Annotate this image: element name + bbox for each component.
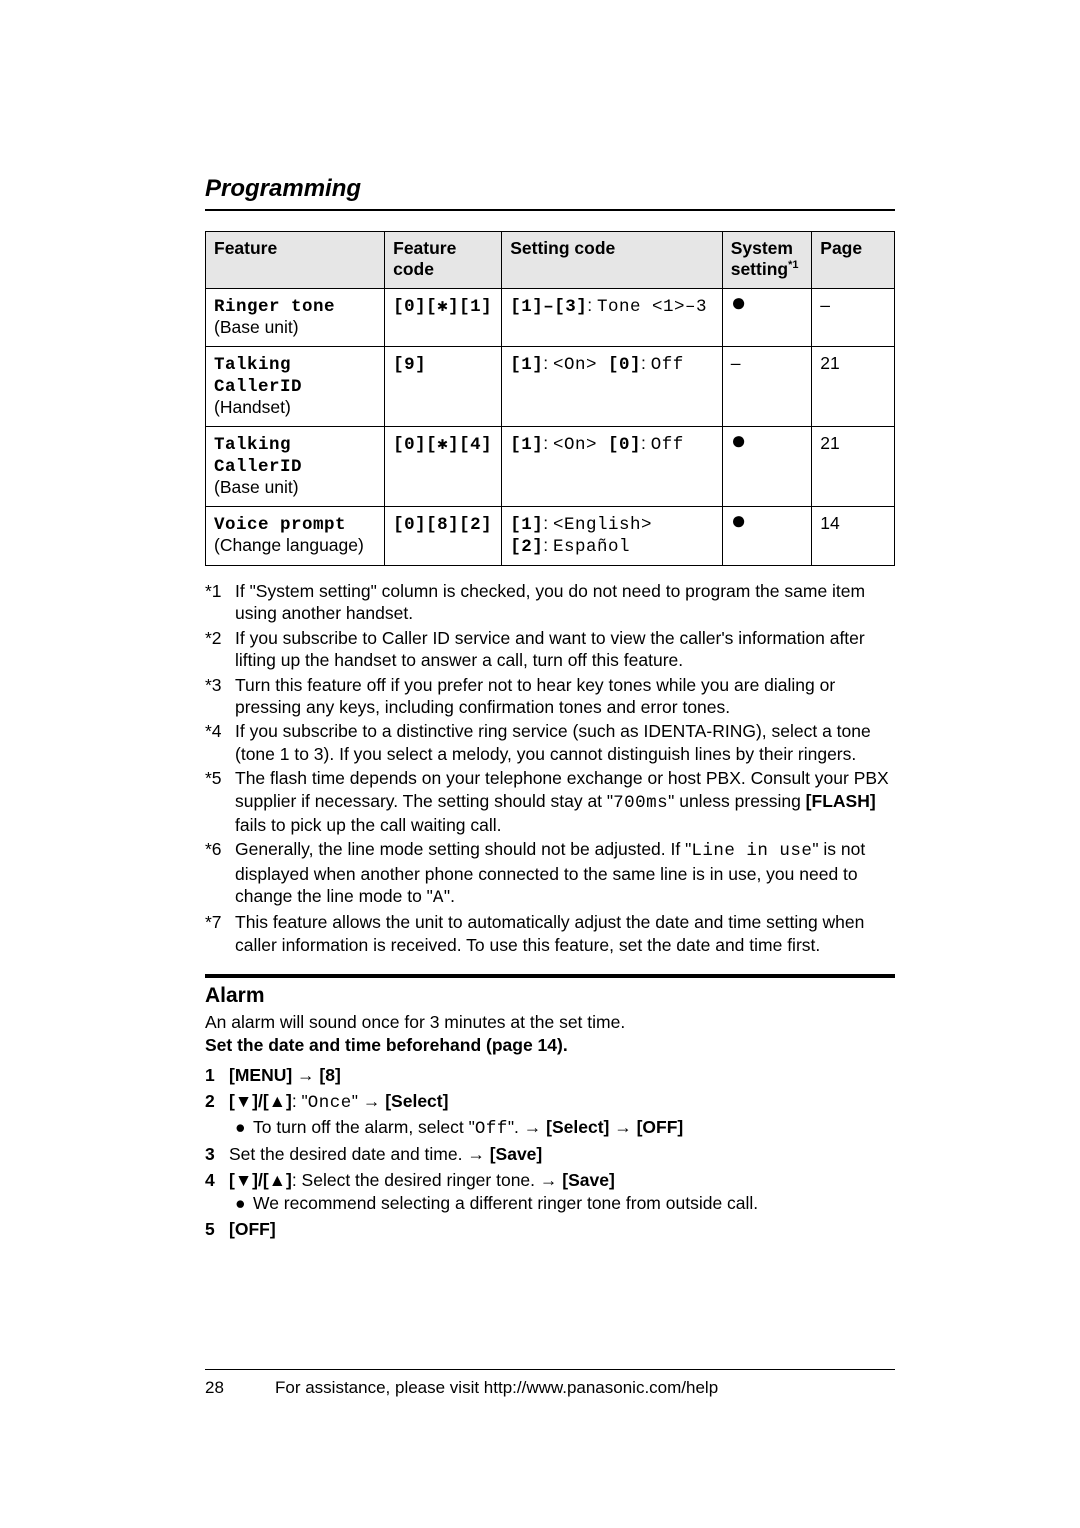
substep: ●We recommend selecting a different ring… [229, 1192, 895, 1216]
th-page: Page [812, 232, 895, 289]
footnote: *6Generally, the line mode setting shoul… [205, 838, 895, 909]
divider [205, 977, 895, 978]
step: 4 [▼]/[▲]: Select the desired ringer ton… [205, 1169, 895, 1216]
th-setting: Setting code [502, 232, 722, 289]
substep: ●To turn off the alarm, select "Off". → … [229, 1116, 895, 1142]
footnote: *7This feature allows the unit to automa… [205, 911, 895, 956]
table-row: Talking CallerID(Base unit) [0][✱][4] [1… [206, 427, 895, 507]
footnotes: *1If "System setting" column is checked,… [205, 580, 895, 956]
table-row: Ringer tone(Base unit) [0][✱][1] [1]–[3]… [206, 289, 895, 347]
footnote: *1If "System setting" column is checked,… [205, 580, 895, 625]
section-title: Programming [205, 175, 895, 211]
th-code: Feature code [385, 232, 502, 289]
alarm-steps: 1 [MENU] → [8] 2 [▼]/[▲]: "Once" → [Sele… [205, 1064, 895, 1241]
footnote: *3Turn this feature off if you prefer no… [205, 674, 895, 719]
alarm-heading: Alarm [205, 984, 895, 1008]
th-feature: Feature [206, 232, 385, 289]
page-number: 28 [205, 1378, 275, 1398]
step: 2 [▼]/[▲]: "Once" → [Select] ●To turn of… [205, 1090, 895, 1141]
footnote: *5The flash time depends on your telepho… [205, 767, 895, 836]
alarm-precondition: Set the date and time beforehand (page 1… [205, 1035, 895, 1056]
footnote: *4If you subscribe to a distinctive ring… [205, 720, 895, 765]
alarm-intro: An alarm will sound once for 3 minutes a… [205, 1012, 895, 1033]
table-row: Talking CallerID(Handset) [9] [1]: <On> … [206, 347, 895, 427]
footnote: *2If you subscribe to Caller ID service … [205, 627, 895, 672]
manual-page: Programming Feature Feature code Setting… [0, 0, 1080, 1528]
step: 1 [MENU] → [8] [205, 1064, 895, 1088]
feature-table: Feature Feature code Setting code System… [205, 231, 895, 566]
table-row: Voice prompt(Change language) [0][8][2] … [206, 507, 895, 566]
page-footer: 28 For assistance, please visit http://w… [205, 1369, 895, 1398]
th-system: System setting*1 [722, 232, 812, 289]
table-header-row: Feature Feature code Setting code System… [206, 232, 895, 289]
footer-text: For assistance, please visit http://www.… [275, 1378, 718, 1398]
step: 3 Set the desired date and time. → [Save… [205, 1143, 895, 1167]
step: 5 [OFF] [205, 1218, 895, 1242]
